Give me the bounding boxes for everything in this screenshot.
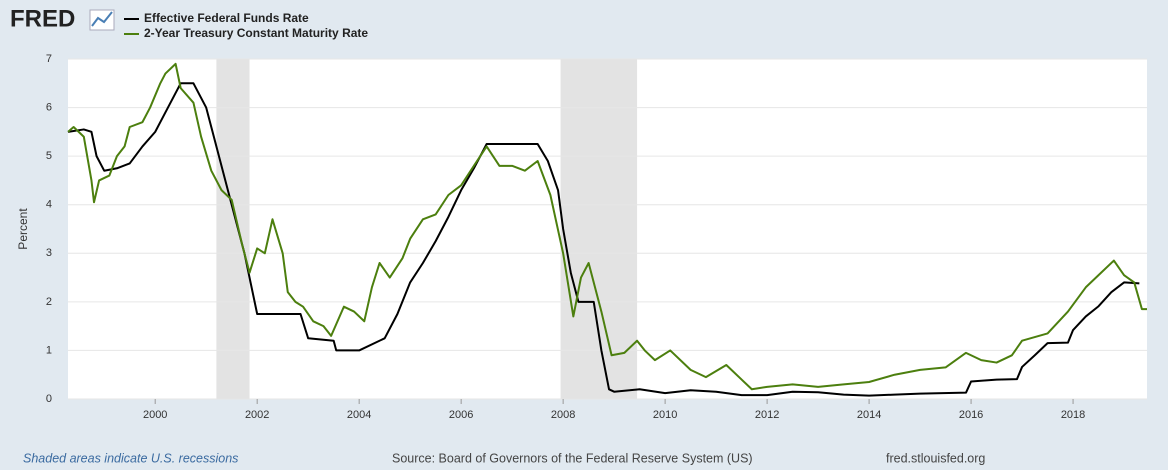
y-axis-label: Percent (16, 208, 30, 250)
y-tick-label: 5 (46, 150, 52, 162)
y-tick-label: 6 (46, 101, 52, 113)
recession-band (216, 59, 250, 399)
y-tick-label: 1 (46, 344, 52, 356)
x-tick-label: 2008 (551, 409, 575, 421)
x-tick-label: 2014 (857, 409, 881, 421)
x-tick-label: 2016 (959, 409, 983, 421)
x-tick-label: 2002 (245, 409, 269, 421)
series-line (67, 62, 1147, 391)
recession-band (560, 59, 638, 399)
y-tick-label: 4 (46, 199, 52, 211)
site: fred.stlouisfed.org (886, 451, 985, 465)
y-tick-label: 0 (46, 393, 52, 405)
logo-icon (89, 9, 115, 31)
x-tick-label: 2006 (449, 409, 473, 421)
legend-label: 2-Year Treasury Constant Maturity Rate (144, 26, 368, 40)
y-tick-label: 7 (46, 53, 52, 65)
x-tick-label: 2000 (143, 409, 167, 421)
x-tick-label: 2018 (1061, 409, 1085, 421)
series-line (67, 82, 1140, 397)
x-tick-label: 2004 (347, 409, 371, 421)
logo: FRED (10, 5, 75, 32)
legend-label: Effective Federal Funds Rate (144, 11, 309, 25)
source: Source: Board of Governors of the Federa… (392, 451, 753, 465)
y-tick-label: 3 (46, 247, 52, 259)
y-tick-label: 2 (46, 296, 52, 308)
x-tick-label: 2012 (755, 409, 779, 421)
x-tick-label: 2010 (653, 409, 677, 421)
recession-note: Shaded areas indicate U.S. recessions (23, 451, 238, 465)
